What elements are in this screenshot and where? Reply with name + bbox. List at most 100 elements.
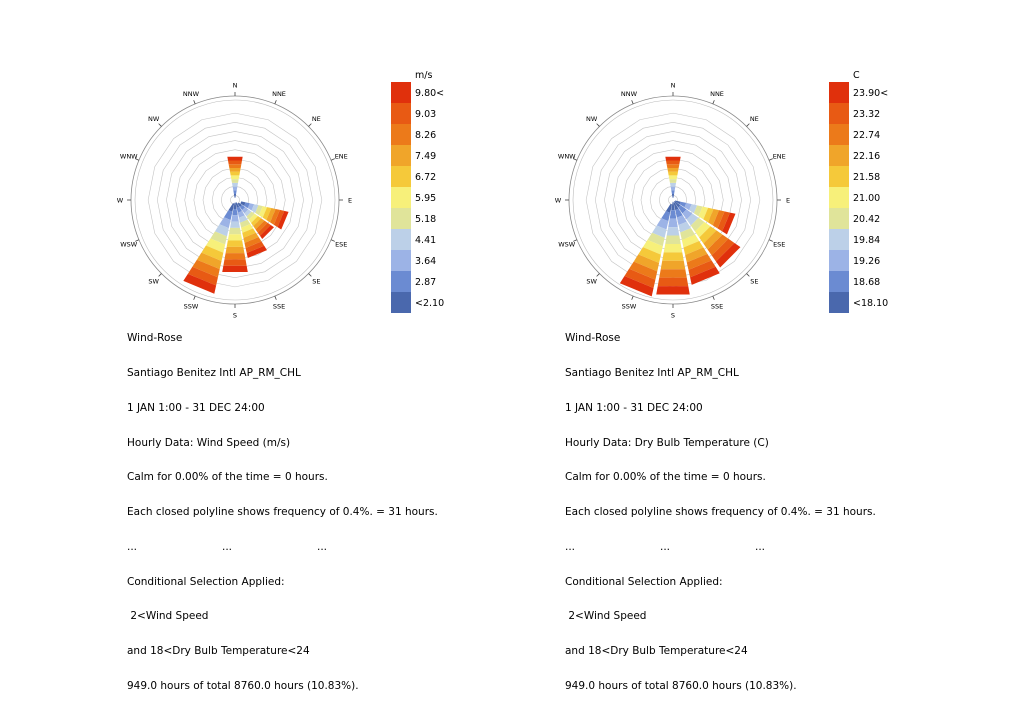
petal-band-s	[657, 277, 689, 287]
petal-band-ssw	[661, 211, 671, 222]
petal-band-ese	[262, 207, 272, 221]
direction-label-wsw: WSW	[558, 240, 576, 248]
petal-band-se	[239, 204, 246, 211]
petal-band-n	[669, 179, 677, 183]
rose-petals	[619, 156, 741, 297]
petal-band-ese	[693, 205, 703, 217]
frequency-ring	[156, 121, 314, 279]
legend-swatch	[829, 82, 849, 103]
petal-band-se	[246, 211, 255, 220]
petal-band-ese	[698, 206, 709, 220]
info-title: Wind-Rose	[565, 332, 621, 345]
petal-band-ssw	[629, 261, 658, 280]
direction-tick	[596, 273, 600, 277]
petal-band-s	[665, 235, 681, 244]
legend-swatch	[829, 292, 849, 313]
info-conditional: Conditional Selection Applied:	[127, 575, 285, 588]
direction-label-sse: SSE	[711, 303, 723, 311]
petal-band-s	[232, 209, 238, 216]
petal-band-n	[230, 175, 240, 180]
legend-unit: m/s	[415, 70, 432, 81]
direction-tick	[768, 239, 773, 242]
rose-info-text: Wind-Rose Santiago Benitez Intl AP_RM_CH…	[565, 310, 876, 716]
petal-band-se	[678, 205, 687, 214]
direction-label-ene: ENE	[335, 152, 348, 160]
petal-band-s	[223, 259, 247, 266]
direction-label-nw: NW	[148, 115, 160, 123]
rose-info-text: Wind-Rose Santiago Benitez Intl AP_RM_CH…	[127, 310, 438, 716]
petal-band-sse	[246, 245, 267, 259]
legend-swatch	[829, 250, 849, 271]
petal-band-s	[230, 221, 240, 228]
legend-swatch	[391, 145, 411, 166]
legend-tick-label: 2.87	[415, 277, 436, 288]
direction-tick	[631, 295, 634, 300]
petal-band-n	[669, 182, 677, 187]
info-hourly: Hourly Data: Wind Speed (m/s)	[127, 436, 291, 449]
legend-tick-label: <2.10	[415, 298, 444, 309]
direction-label-ene: ENE	[773, 152, 786, 160]
petal-band-ese	[708, 208, 720, 226]
legend-swatch	[829, 229, 849, 250]
petal-band-ssw	[642, 239, 663, 255]
petal-band-ese	[244, 202, 250, 209]
legend-swatch	[391, 271, 411, 292]
direction-labels: N NNE NE ENE E ESE SE SSE S SSW SW WSW W WNW NW NNW	[555, 81, 790, 319]
inner-boundary-circle	[134, 99, 336, 301]
info-title: Wind-Rose	[127, 332, 183, 345]
direction-label-nne: NNE	[272, 90, 286, 98]
petal-band-ssw	[624, 268, 656, 289]
petal-band-ese	[255, 205, 263, 216]
legend-swatch	[391, 82, 411, 103]
petal-band-se	[255, 220, 268, 233]
direction-tick	[274, 295, 277, 300]
direction-label-ne: NE	[750, 115, 759, 123]
legend-tick-label: 3.64	[415, 256, 436, 267]
petal-band-se	[707, 234, 729, 256]
petal-band-sse	[244, 237, 262, 248]
petal-band-sse	[678, 221, 691, 233]
direction-label-n: N	[671, 81, 676, 89]
petal-band-ssw	[187, 266, 218, 286]
direction-tick	[596, 123, 600, 127]
petal-band-ese	[266, 208, 276, 223]
petal-band-sse	[242, 228, 256, 238]
legend-tick-label: 4.41	[415, 235, 436, 246]
info-period: 1 JAN 1:00 - 31 DEC 24:00	[565, 401, 703, 414]
petal-band-sse	[237, 210, 245, 218]
petal-band-ssw	[647, 232, 665, 247]
info-station: Santiago Benitez Intl AP_RM_CHL	[565, 366, 739, 379]
direction-label-sw: SW	[148, 278, 159, 286]
direction-tick	[573, 239, 578, 242]
info-cond-2: and 18<Dry Bulb Temperature<24	[127, 645, 310, 658]
petal-band-ese	[722, 212, 736, 235]
legend-tick-label: 21.58	[853, 172, 880, 183]
petal-band-se	[682, 209, 693, 220]
petal-band-ese	[679, 201, 687, 208]
info-period: 1 JAN 1:00 - 31 DEC 24:00	[127, 401, 265, 414]
petal-band-n	[670, 186, 676, 191]
info-cond-1: 2<Wind Speed	[565, 610, 647, 623]
direction-label-n: N	[233, 81, 238, 89]
petal-band-ssw	[210, 231, 227, 245]
petal-band-n	[668, 175, 678, 180]
temperature-rose-chart: N NNE NE ENE E ESE SE SSE S SSW SW WSW W WNW NW NNW C 23…	[555, 70, 888, 319]
petal-band-ese	[689, 204, 698, 214]
legend-swatch	[829, 145, 849, 166]
inner-boundary-circle	[572, 99, 774, 301]
petal-band-se	[248, 213, 258, 223]
legend-tick-label: 9.03	[415, 109, 436, 120]
petal-band-n	[671, 190, 675, 195]
direction-label-wsw: WSW	[120, 240, 138, 248]
petal-band-se	[259, 224, 274, 239]
direction-tick	[135, 158, 140, 161]
petal-band-ese	[684, 202, 692, 211]
petal-band-ssw	[223, 210, 233, 220]
petal-band-ese	[703, 207, 714, 223]
legend-tick-label: 9.80<	[415, 88, 444, 99]
petal-band-ssw	[196, 252, 222, 270]
info-cond-1: 2<Wind Speed	[127, 610, 209, 623]
legend-swatch	[391, 187, 411, 208]
petal-band-ese	[247, 203, 255, 211]
legend-tick-label: 23.32	[853, 109, 880, 120]
